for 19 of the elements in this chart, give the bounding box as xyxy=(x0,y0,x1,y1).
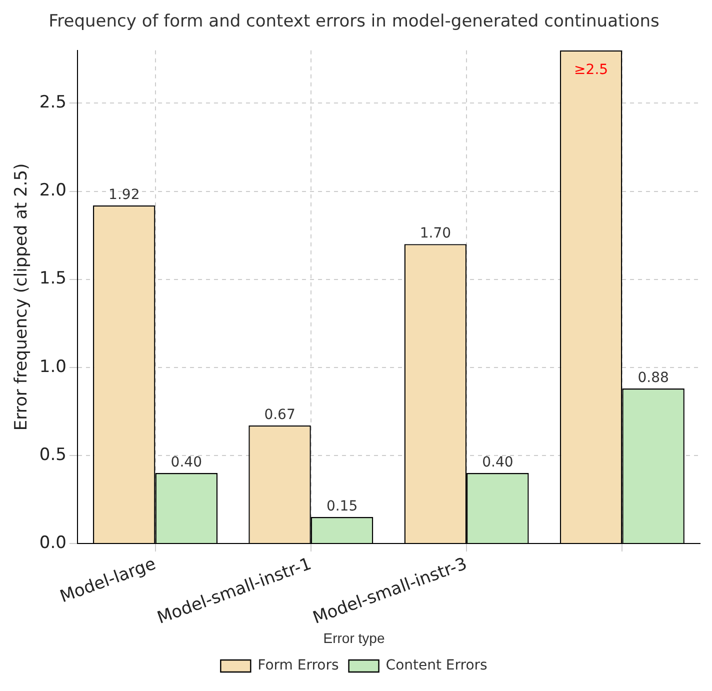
chart-title: Frequency of form and context errors in model-generated continuations xyxy=(48,12,660,32)
data-label: ≥2.5 xyxy=(574,62,608,78)
data-label: 1.70 xyxy=(420,226,451,242)
data-label: 0.67 xyxy=(264,407,296,424)
data-label: 0.88 xyxy=(638,370,669,386)
y-axis-title: Error frequency (clipped at 2.5) xyxy=(12,163,32,431)
data-label: 0.40 xyxy=(482,454,514,471)
y-tick-label: 1.0 xyxy=(39,356,66,377)
y-tick-label: 0.0 xyxy=(39,532,66,553)
y-tick-label: 2.0 xyxy=(39,180,66,201)
y-tick-label: 2.5 xyxy=(39,92,66,113)
legend-label: Content Errors xyxy=(386,658,488,674)
y-tick-label: 0.5 xyxy=(39,444,66,465)
data-label: 0.15 xyxy=(326,498,358,515)
legend-label: Form Errors xyxy=(258,658,339,674)
legend-title: Error type xyxy=(323,630,385,646)
data-label: 0.40 xyxy=(170,454,202,471)
data-label: 1.92 xyxy=(108,187,140,204)
y-tick-label: 1.5 xyxy=(39,268,66,289)
